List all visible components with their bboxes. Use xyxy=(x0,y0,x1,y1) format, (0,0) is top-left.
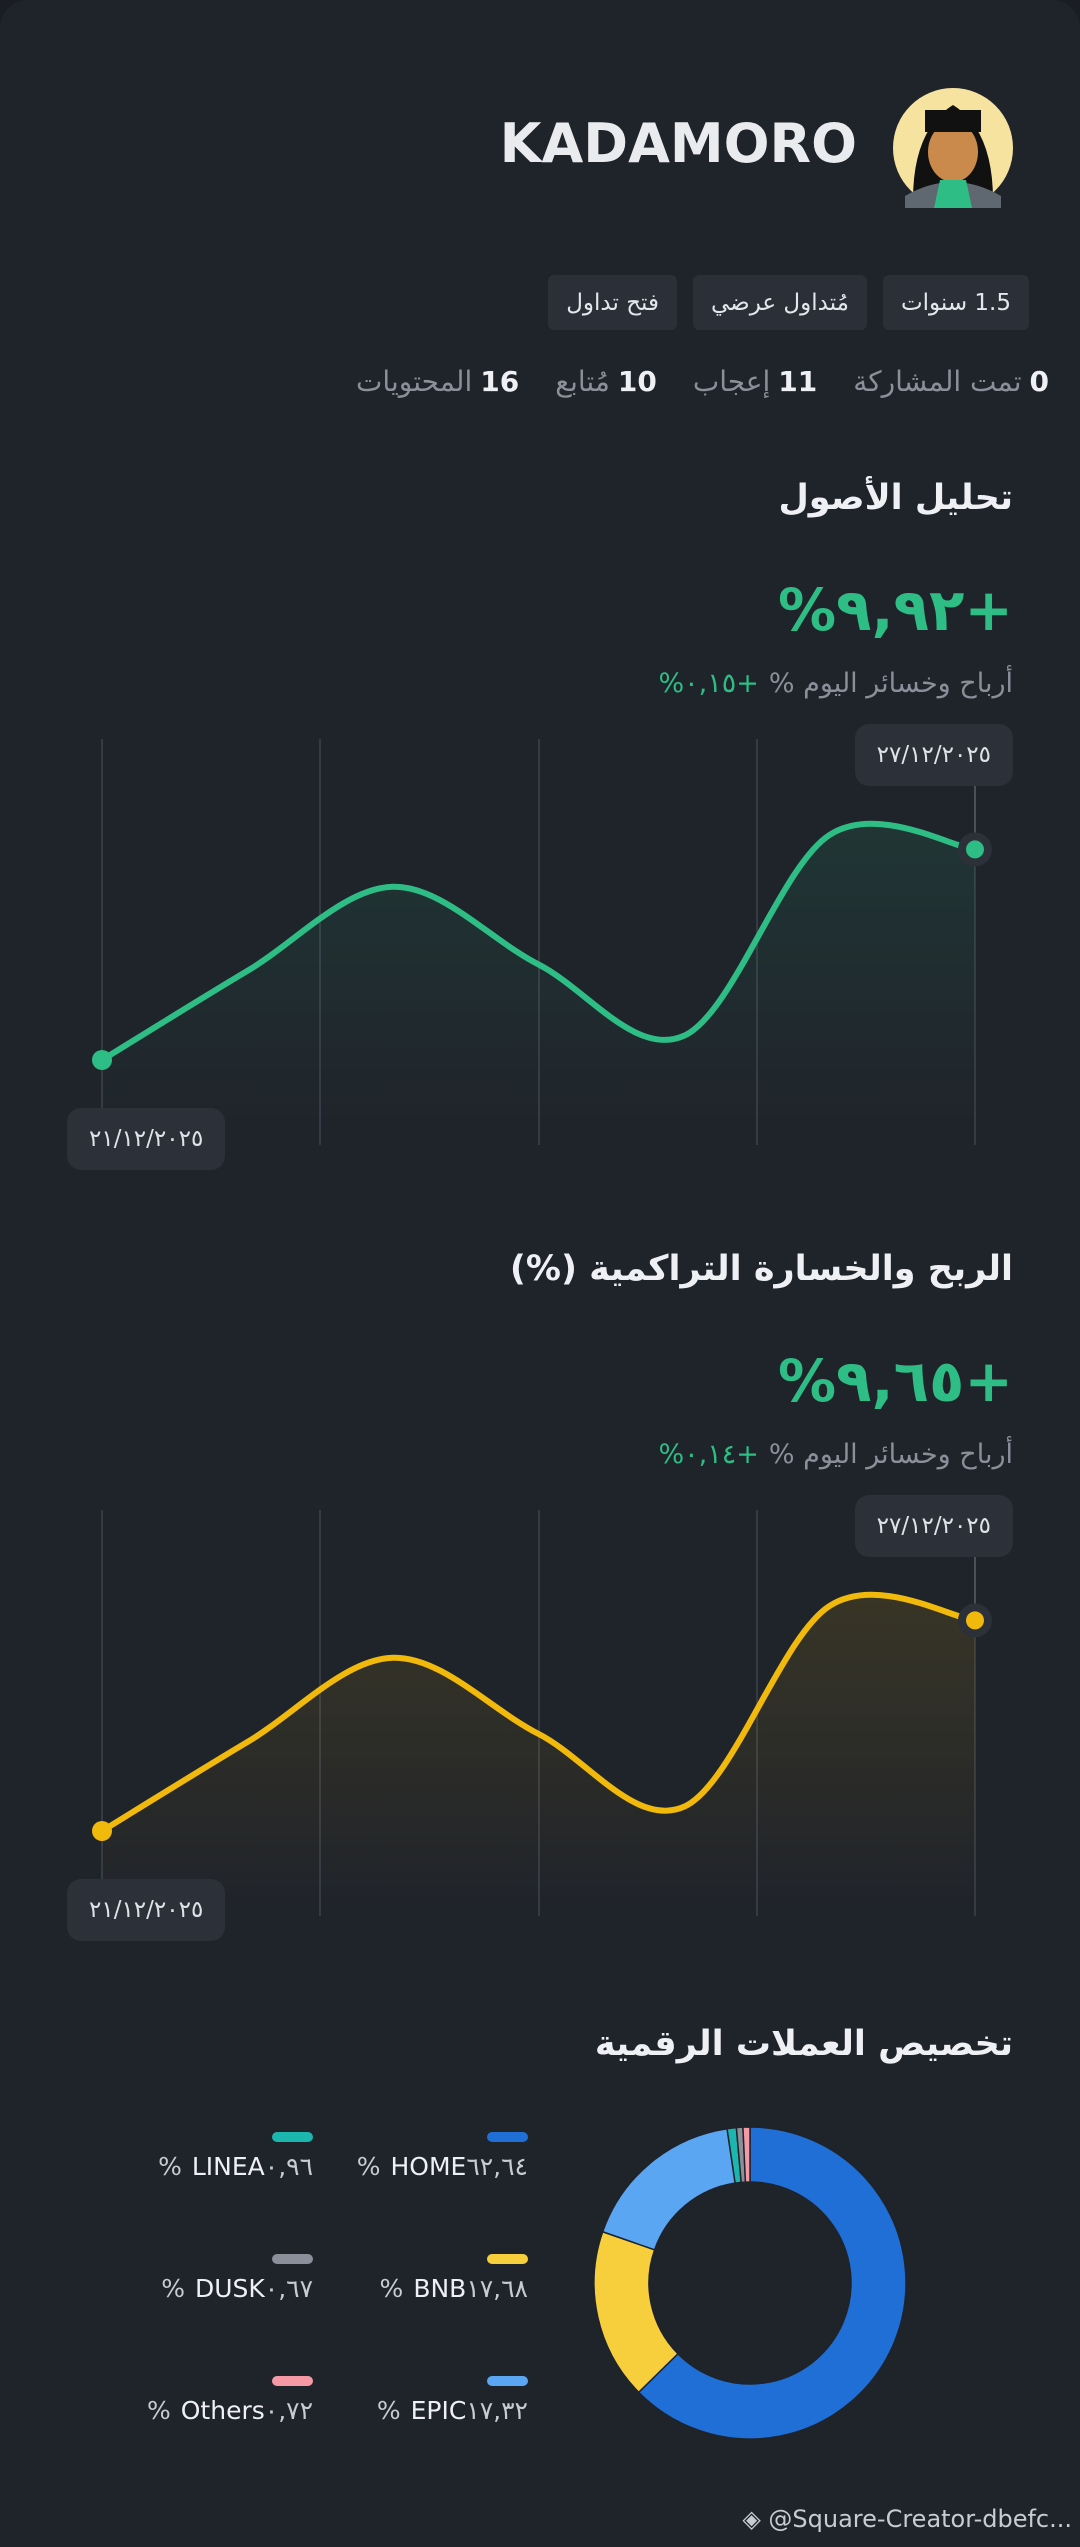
legend-value: ٠,٦٧% xyxy=(161,2274,313,2303)
today-pnl: أرباح وخسائر اليوم % +٠,١٥% xyxy=(659,668,1013,699)
legend-value: ٦٢,٦٤% xyxy=(356,2152,528,2181)
stat-count: 0 xyxy=(1029,365,1049,398)
profile-name: KADAMORO xyxy=(499,112,857,175)
stat-label: إعجاب xyxy=(692,365,771,398)
donut-slice xyxy=(742,2126,751,2183)
stat-count: 11 xyxy=(778,365,818,398)
date-tooltip: ٢١/١٢/٢٠٢٥ xyxy=(67,1108,226,1170)
legend-name: EPIC xyxy=(410,2396,467,2425)
watermark-text: @Square-Creator-dbefc... xyxy=(768,2505,1072,2533)
headline-value: +٩,٦٥% xyxy=(778,1347,1013,1415)
section-title: تحليل الأصول xyxy=(778,478,1013,518)
area xyxy=(102,823,975,1145)
section-title: الربح والخسارة التراكمية (%) xyxy=(509,1249,1013,1289)
start-point xyxy=(92,1050,112,1070)
headline-value: +٩,٩٢% xyxy=(778,576,1013,644)
legend-item: EPIC١٧,٣٢% xyxy=(377,2396,528,2425)
legend-value: ٠,٧٢% xyxy=(146,2396,313,2425)
legend-item: BNB١٧,٦٨% xyxy=(380,2274,528,2303)
legend-swatch xyxy=(487,2254,528,2264)
tag-row: 1.5 سنوات مُتداول عرضي فتح تداول xyxy=(532,275,1029,330)
watermark: ◈ @Square-Creator-dbefc... xyxy=(742,2505,1072,2533)
donut-slice xyxy=(637,2126,907,2440)
stat-label: المحتويات xyxy=(356,365,473,398)
legend-swatch xyxy=(272,2132,313,2142)
legend-swatch xyxy=(487,2132,528,2142)
legend-item: LINEA٠,٩٦% xyxy=(158,2152,313,2181)
avatar-bangs xyxy=(925,110,981,132)
today-label: أرباح وخسائر اليوم % xyxy=(768,668,1013,699)
today-label: أرباح وخسائر اليوم % xyxy=(768,1439,1013,1470)
stat: 10مُتابع xyxy=(555,365,657,398)
legend-value: ٠,٩٦% xyxy=(158,2152,313,2181)
legend-swatch xyxy=(272,2376,313,2386)
today-pnl: أرباح وخسائر اليوم % +٠,١٤% xyxy=(659,1439,1013,1470)
legend-name: Others xyxy=(180,2396,265,2425)
legend-item: DUSK٠,٦٧% xyxy=(161,2274,313,2303)
avatar-face xyxy=(928,122,978,182)
legend-swatch xyxy=(487,2376,528,2386)
stat-label: مُتابع xyxy=(555,365,610,398)
start-point xyxy=(92,1821,112,1841)
line xyxy=(99,820,978,1063)
today-value: +٠,١٥% xyxy=(658,668,759,699)
tag: مُتداول عرضي xyxy=(693,275,867,330)
legend-value: ١٧,٣٢% xyxy=(376,2396,528,2425)
stat-label: تمت المشاركة xyxy=(853,365,1022,398)
today-value: +٠,١٤% xyxy=(658,1439,759,1470)
legend-value: ١٧,٦٨% xyxy=(379,2274,528,2303)
line xyxy=(99,1591,978,1834)
avatar xyxy=(893,88,1013,208)
area xyxy=(102,1594,975,1916)
legend-name: HOME xyxy=(390,2152,467,2181)
legend-swatch xyxy=(272,2254,313,2264)
date-tooltip: ٢٧/١٢/٢٠٢٥ xyxy=(854,724,1013,786)
stat: 16المحتويات xyxy=(356,365,519,398)
end-point xyxy=(966,840,984,859)
watermark-icon: ◈ xyxy=(742,2505,769,2533)
tag: فتح تداول xyxy=(548,275,677,330)
avatar-shirt xyxy=(934,180,972,208)
end-point xyxy=(966,1611,984,1630)
stat-count: 10 xyxy=(617,365,657,398)
date-tooltip: ٢٧/١٢/٢٠٢٥ xyxy=(854,1495,1013,1557)
section-title: تخصيص العملات الرقمية xyxy=(594,2024,1013,2064)
stat-count: 16 xyxy=(480,365,520,398)
legend-item: Others٠,٧٢% xyxy=(147,2396,313,2425)
date-tooltip: ٢١/١٢/٢٠٢٥ xyxy=(67,1879,226,1941)
stat-row: 0تمت المشاركة 11إعجاب 10مُتابع 16المحتويات xyxy=(320,365,1049,398)
legend-item: HOME٦٢,٦٤% xyxy=(357,2152,528,2181)
stat: 0تمت المشاركة xyxy=(853,365,1049,398)
stat: 11إعجاب xyxy=(693,365,817,398)
legend-name: DUSK xyxy=(194,2274,265,2303)
donut-slice xyxy=(601,2127,736,2251)
legend-name: LINEA xyxy=(191,2152,265,2181)
tag: 1.5 سنوات xyxy=(882,275,1029,330)
legend-name: BNB xyxy=(413,2274,467,2303)
